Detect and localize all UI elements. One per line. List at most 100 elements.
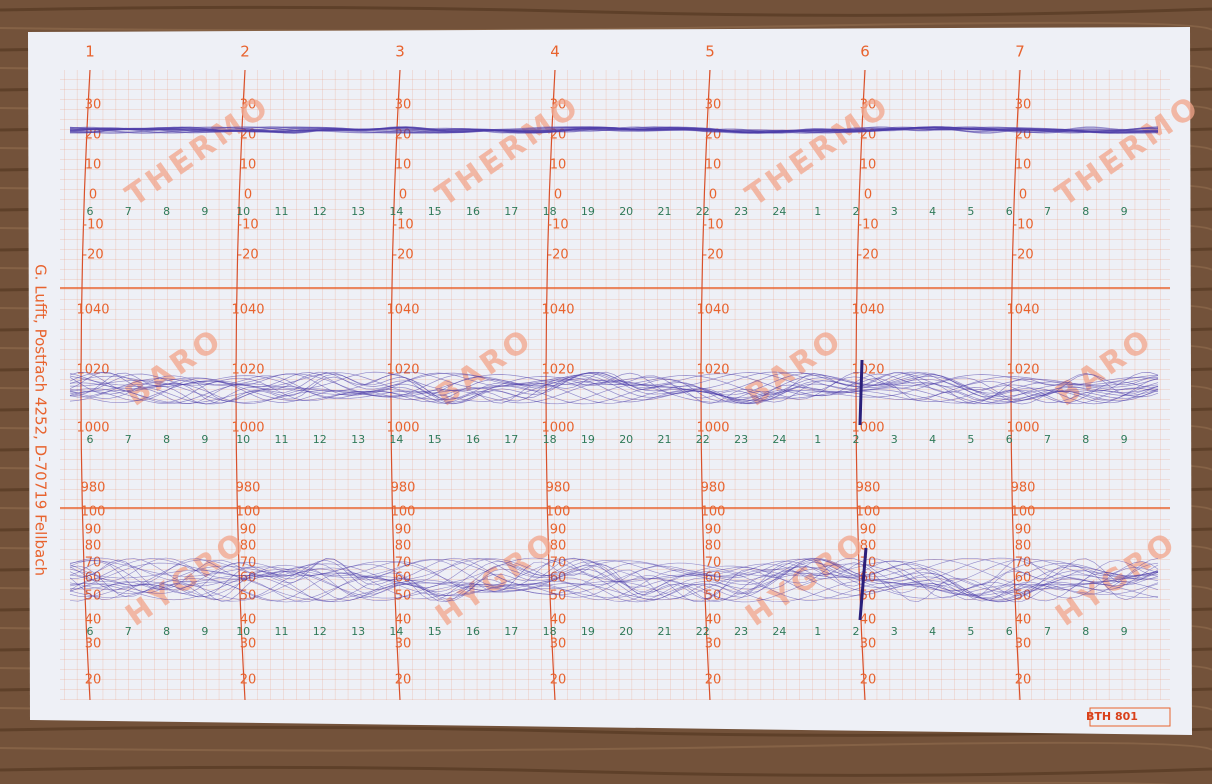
scale-label: 10: [860, 158, 877, 173]
scale-label: 10: [705, 158, 722, 173]
hour-label: 4: [929, 433, 936, 446]
hour-label: 6: [1006, 625, 1013, 638]
scale-label: 20: [85, 673, 102, 688]
scale-label: -20: [547, 248, 568, 263]
hour-label: 8: [163, 625, 170, 638]
form-code: BTH 801: [1086, 710, 1138, 723]
hour-label: 10: [236, 433, 250, 446]
hour-label: 16: [466, 625, 480, 638]
pen-mark: [860, 360, 862, 425]
hour-label: 14: [389, 625, 403, 638]
hour-label: 6: [87, 625, 94, 638]
hour-label: 17: [504, 205, 518, 218]
hour-label: 21: [658, 205, 672, 218]
scale-label: 80: [705, 539, 722, 554]
scale-label: 10: [1015, 158, 1032, 173]
scale-label: 1040: [541, 303, 574, 318]
scale-label: 980: [856, 481, 881, 496]
hour-label: 7: [1044, 625, 1051, 638]
scale-label: 90: [550, 523, 567, 538]
hour-label: 9: [1121, 433, 1128, 446]
hour-label: 12: [313, 205, 327, 218]
scale-label: 100: [81, 505, 106, 520]
hour-label: 12: [313, 433, 327, 446]
hour-label: 7: [125, 625, 132, 638]
hour-label: 5: [967, 625, 974, 638]
hour-label: 24: [772, 205, 786, 218]
scale-label: 40: [1015, 613, 1032, 628]
hour-label: 14: [389, 433, 403, 446]
photo: 1234567303030303030302020202020202010101…: [0, 0, 1212, 784]
hour-label: 15: [428, 433, 442, 446]
scale-label: -10: [82, 218, 103, 233]
hour-label: 15: [428, 205, 442, 218]
hour-label: 12: [313, 625, 327, 638]
scale-label: 80: [395, 539, 412, 554]
scale-label: 100: [391, 505, 416, 520]
scale-label: 0: [709, 188, 717, 203]
hour-label: 7: [125, 433, 132, 446]
scale-label: 90: [860, 523, 877, 538]
scale-label: 90: [395, 523, 412, 538]
hour-label: 11: [275, 433, 289, 446]
hour-label: 23: [734, 433, 748, 446]
scale-label: 100: [546, 505, 571, 520]
scale-label: 80: [85, 539, 102, 554]
day-label: 1: [85, 43, 95, 61]
page: 1234567303030303030302020202020202010101…: [0, 0, 1212, 784]
hour-label: 19: [581, 433, 595, 446]
scale-label: 10: [240, 158, 257, 173]
hour-label: 19: [581, 205, 595, 218]
hour-label: 2: [853, 205, 860, 218]
scale-label: -10: [237, 218, 258, 233]
scale-label: 90: [1015, 523, 1032, 538]
hour-label: 11: [275, 205, 289, 218]
scale-label: -10: [392, 218, 413, 233]
scale-label: 30: [1015, 98, 1032, 113]
hour-label: 8: [163, 433, 170, 446]
hour-label: 5: [967, 433, 974, 446]
scale-label: 1040: [1006, 303, 1039, 318]
hour-label: 17: [504, 625, 518, 638]
scale-label: 30: [395, 637, 412, 652]
hour-label: 7: [125, 205, 132, 218]
hour-label: 7: [1044, 433, 1051, 446]
scale-label: -20: [702, 248, 723, 263]
scale-label: 30: [705, 637, 722, 652]
scale-label: 100: [701, 505, 726, 520]
scale-label: 20: [1015, 673, 1032, 688]
hour-label: 6: [1006, 433, 1013, 446]
scale-label: -10: [702, 218, 723, 233]
scale-label: 100: [236, 505, 261, 520]
hour-label: 23: [734, 625, 748, 638]
hour-label: 15: [428, 625, 442, 638]
hour-label: 10: [236, 205, 250, 218]
scale-label: 100: [1011, 505, 1036, 520]
scale-label: 30: [705, 98, 722, 113]
hour-label: 7: [1044, 205, 1051, 218]
scale-label: 30: [240, 637, 257, 652]
scale-label: 0: [399, 188, 407, 203]
hour-label: 20: [619, 433, 633, 446]
hour-label: 1: [814, 433, 821, 446]
scale-label: 1020: [851, 363, 884, 378]
scale-label: 90: [705, 523, 722, 538]
scale-label: 0: [89, 188, 97, 203]
hour-label: 2: [853, 433, 860, 446]
day-label: 2: [240, 43, 250, 61]
hour-label: 20: [619, 625, 633, 638]
hour-label: 3: [891, 625, 898, 638]
hour-label: 16: [466, 205, 480, 218]
hour-label: 9: [1121, 205, 1128, 218]
scale-label: 20: [705, 673, 722, 688]
scale-label: 20: [860, 673, 877, 688]
hour-label: 21: [658, 625, 672, 638]
hour-label: 18: [543, 433, 557, 446]
hour-label: 6: [87, 205, 94, 218]
hour-label: 18: [543, 205, 557, 218]
hour-label: 11: [275, 625, 289, 638]
scale-label: 1040: [696, 303, 729, 318]
scale-label: 0: [1019, 188, 1027, 203]
hour-label: 18: [543, 625, 557, 638]
hour-label: 1: [814, 205, 821, 218]
